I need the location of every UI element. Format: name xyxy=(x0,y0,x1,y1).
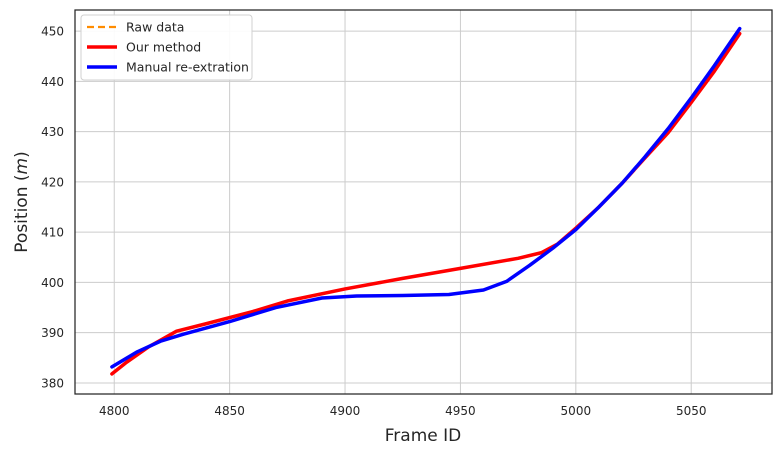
x-tick-label: 4900 xyxy=(330,404,361,418)
x-tick-label: 4800 xyxy=(99,404,130,418)
x-tick-label: 5000 xyxy=(561,404,592,418)
y-axis-title-unit: m xyxy=(12,158,32,175)
y-tick-label: 400 xyxy=(41,276,64,290)
y-tick-label: 430 xyxy=(41,125,64,139)
x-tick-label: 4950 xyxy=(445,404,476,418)
series-lines xyxy=(110,26,742,376)
y-axis-title-prefix: Position ( xyxy=(12,174,32,252)
y-axis-title: Position (m) xyxy=(12,151,32,252)
x-tick-labels: 4800 4850 4900 4950 5000 5050 xyxy=(99,404,707,418)
legend-label: Manual re-extration xyxy=(126,60,249,75)
x-tick-label: 4850 xyxy=(214,404,245,418)
y-tick-label: 410 xyxy=(41,226,64,240)
series-line-3 xyxy=(110,26,742,369)
legend-box xyxy=(80,14,253,81)
series-line-2 xyxy=(110,31,742,376)
x-tick-label: 5050 xyxy=(676,404,707,418)
legend-label: Raw data xyxy=(126,20,184,35)
y-tick-label: 440 xyxy=(41,75,64,89)
legend-label: Our method xyxy=(126,40,201,55)
legend: Raw data Our method Manual re-extration xyxy=(80,14,253,81)
plot-frame xyxy=(74,9,773,395)
y-axis-title-suffix: ) xyxy=(12,151,32,158)
y-tick-label: 420 xyxy=(41,175,64,189)
y-tick-labels: 380 390 400 410 420 430 440 450 xyxy=(41,25,64,391)
x-axis-title: Frame ID xyxy=(385,426,461,446)
y-tick-label: 390 xyxy=(41,326,64,340)
y-tick-label: 380 xyxy=(41,376,64,390)
y-tick-label: 450 xyxy=(41,25,64,39)
